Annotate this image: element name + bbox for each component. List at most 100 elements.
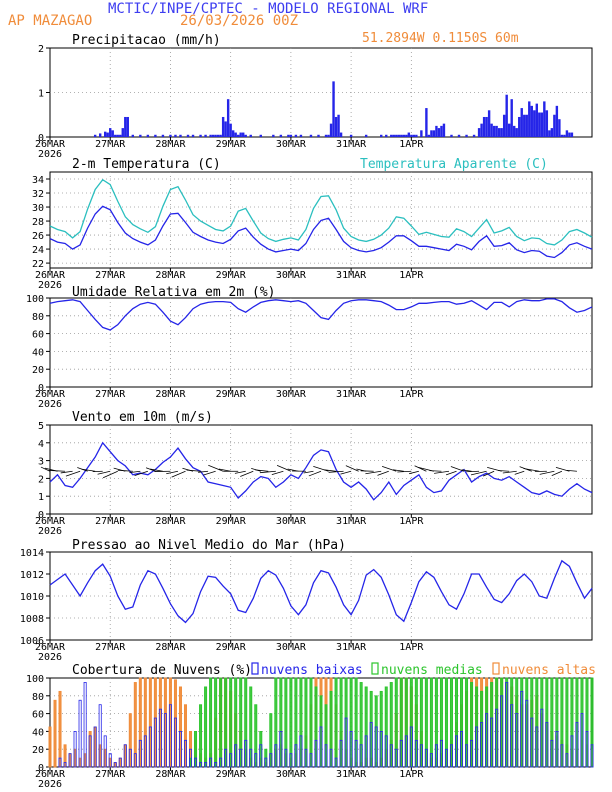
precip-bar bbox=[397, 134, 400, 137]
precip-bar bbox=[119, 134, 122, 137]
cloud-bar-nuvens-baixas bbox=[555, 731, 559, 768]
wind-arrow bbox=[166, 470, 179, 475]
clouds-xtick-label: 28MAR bbox=[155, 769, 186, 780]
temp-legend: Temperatura Aparente (C) bbox=[360, 157, 548, 172]
cloud-bar-nuvens-baixas bbox=[404, 735, 408, 768]
wind-arrow bbox=[434, 470, 450, 474]
wind-arrow bbox=[483, 470, 495, 477]
cloud-bar-nuvens-baixas bbox=[374, 726, 378, 768]
temperature-xtick-label: 27MAR bbox=[95, 270, 126, 281]
clouds-ytick-label: 60 bbox=[32, 710, 44, 721]
precip-bar bbox=[121, 128, 124, 137]
cloud-bar-nuvens-baixas bbox=[279, 731, 283, 768]
pressure-xtick-label: 30MAR bbox=[276, 642, 307, 653]
clouds-xtick-label: 30MAR bbox=[276, 769, 307, 780]
cloud-bar-nuvens-baixas bbox=[133, 753, 137, 768]
cloud-bar-nuvens-baixas bbox=[83, 682, 87, 768]
cloud-bar-nuvens-baixas bbox=[560, 744, 564, 768]
precip-bar bbox=[550, 128, 554, 137]
humidity-xtick-label: 1APR bbox=[399, 389, 424, 400]
precip-bar bbox=[565, 130, 569, 137]
precip-bar bbox=[204, 134, 207, 137]
wind-arrow bbox=[234, 470, 246, 474]
precip-bar bbox=[294, 134, 298, 137]
wind-title: Vento em 10m (m/s) bbox=[72, 410, 213, 425]
precip-bar bbox=[400, 134, 403, 137]
wind-arrow bbox=[377, 470, 389, 476]
wind-year-label: 2026 bbox=[38, 526, 62, 537]
precip-bar bbox=[327, 134, 330, 137]
precip-bar bbox=[477, 128, 481, 137]
humidity-frame bbox=[49, 297, 593, 388]
wind-arrow bbox=[409, 470, 419, 475]
precip-bar bbox=[116, 134, 119, 137]
wind-arrow bbox=[240, 470, 254, 477]
cloud-bar-nuvens-baixas bbox=[449, 744, 453, 768]
wind-arrow bbox=[461, 469, 472, 472]
cloud-bar-nuvens-altas bbox=[58, 690, 62, 768]
cloud-bar-nuvens-medias bbox=[204, 686, 208, 768]
wind-arrow bbox=[539, 470, 555, 475]
precip-bar bbox=[497, 128, 501, 137]
cloud-bar-nuvens-baixas bbox=[454, 735, 458, 768]
precip-bar bbox=[528, 101, 531, 137]
precip-bar bbox=[560, 134, 564, 137]
cloud-bar-nuvens-baixas bbox=[414, 739, 418, 768]
cloud-bar-nuvens-altas bbox=[48, 726, 52, 768]
humidity-xtick-label: 28MAR bbox=[155, 389, 186, 400]
cloud-bar-nuvens-baixas bbox=[103, 735, 107, 768]
temperature-ytick-label: 32 bbox=[32, 189, 44, 200]
precip-bar bbox=[249, 134, 252, 137]
precip-bar bbox=[244, 134, 247, 137]
pressure-xtick-label: 31MAR bbox=[336, 642, 367, 653]
legend-baixas: nuvens baixas bbox=[261, 663, 363, 678]
precip-bar bbox=[98, 133, 102, 137]
precip-bar bbox=[415, 134, 418, 137]
precip-bar bbox=[515, 128, 518, 137]
wind-arrow bbox=[345, 465, 359, 472]
cloud-bar-nuvens-baixas bbox=[194, 757, 198, 768]
cloud-bar-nuvens-baixas bbox=[369, 722, 373, 768]
precip-xtick-label: 1APR bbox=[399, 139, 424, 150]
wind-arrow bbox=[450, 466, 465, 472]
humidity-xtick-label: 27MAR bbox=[95, 389, 126, 400]
precip-bar bbox=[405, 134, 408, 137]
wind-ytick-label: 1 bbox=[38, 492, 44, 503]
cloud-bar-nuvens-baixas bbox=[580, 713, 584, 768]
cloud-bar-nuvens-baixas bbox=[359, 744, 363, 768]
header-location: AP MAZAGAO bbox=[8, 13, 92, 29]
precip-bar bbox=[420, 130, 423, 137]
precip-bar bbox=[525, 114, 528, 137]
cloud-bar-nuvens-baixas bbox=[304, 748, 308, 768]
precip-bar bbox=[425, 108, 428, 137]
cloud-bar-nuvens-medias bbox=[209, 677, 213, 768]
wind-arrow bbox=[134, 470, 148, 476]
cloud-bar-nuvens-baixas bbox=[199, 762, 203, 768]
precip-bar bbox=[226, 99, 230, 137]
temp-title: 2-m Temperatura (C) bbox=[72, 157, 221, 172]
wind-xtick-label: 27MAR bbox=[95, 516, 126, 527]
cloud-bar-nuvens-baixas bbox=[394, 748, 398, 768]
cloud-bar-nuvens-baixas bbox=[510, 704, 514, 768]
wind-arrow bbox=[414, 465, 427, 472]
cloud-bar-nuvens-baixas bbox=[565, 753, 569, 768]
precip-bar bbox=[535, 103, 538, 137]
wind-xtick-label: 28MAR bbox=[155, 516, 186, 527]
cloud-bar-nuvens-baixas bbox=[224, 748, 228, 768]
precip-bar bbox=[520, 108, 523, 137]
cloud-bar-nuvens-baixas bbox=[515, 713, 519, 768]
humidity-year-label: 2026 bbox=[38, 399, 62, 410]
wind-arrow bbox=[397, 470, 412, 473]
precip-bar bbox=[482, 116, 486, 137]
precip-bar bbox=[239, 132, 242, 137]
precip-bar bbox=[518, 116, 521, 137]
wind-arrow bbox=[102, 470, 118, 479]
precip-bar bbox=[392, 134, 395, 137]
cloud-bar-nuvens-baixas bbox=[63, 762, 67, 768]
precip-ytick-label: 0 bbox=[38, 133, 44, 144]
wind-arrow bbox=[97, 470, 111, 475]
precip-bar bbox=[179, 134, 182, 137]
cloud-bar-nuvens-baixas bbox=[73, 731, 77, 768]
cloud-bar-nuvens-baixas bbox=[505, 682, 509, 768]
